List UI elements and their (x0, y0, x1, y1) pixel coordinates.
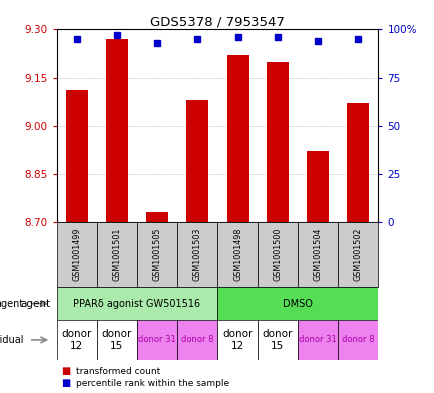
Bar (338, 222, 378, 287)
Bar (137, 222, 177, 287)
Bar (306, 151, 329, 222)
Text: donor 8: donor 8 (341, 336, 374, 344)
Text: donor
15: donor 15 (102, 329, 132, 351)
Bar (177, 320, 217, 360)
Bar (257, 320, 297, 360)
Bar (226, 55, 248, 222)
Text: transformed count: transformed count (76, 367, 160, 376)
Text: percentile rank within the sample: percentile rank within the sample (76, 379, 229, 387)
Text: DMSO: DMSO (283, 299, 312, 309)
Bar (338, 320, 378, 360)
Bar (66, 90, 88, 222)
Text: GSM1001498: GSM1001498 (233, 228, 242, 281)
Bar (96, 222, 137, 287)
Bar (217, 222, 257, 287)
Text: donor
12: donor 12 (61, 329, 92, 351)
Text: GSM1001499: GSM1001499 (72, 228, 81, 281)
Bar (257, 222, 297, 287)
Text: donor 8: donor 8 (181, 336, 213, 344)
Text: donor 31: donor 31 (138, 336, 176, 344)
Text: individual: individual (0, 335, 23, 345)
Text: donor
12: donor 12 (222, 329, 252, 351)
Title: GDS5378 / 7953547: GDS5378 / 7953547 (150, 15, 284, 28)
Text: GSM1001502: GSM1001502 (353, 228, 362, 281)
Bar (105, 39, 128, 222)
Bar (266, 62, 288, 222)
Text: PPARδ agonist GW501516: PPARδ agonist GW501516 (73, 299, 200, 309)
Text: ■: ■ (61, 366, 70, 376)
Text: donor 31: donor 31 (299, 336, 336, 344)
Text: GSM1001503: GSM1001503 (192, 228, 201, 281)
Bar (177, 222, 217, 287)
Text: GSM1001504: GSM1001504 (313, 228, 322, 281)
Text: agent: agent (20, 299, 50, 309)
Bar (297, 320, 338, 360)
Bar (96, 320, 137, 360)
Bar (217, 320, 257, 360)
Text: agent: agent (0, 299, 23, 309)
Text: GSM1001501: GSM1001501 (112, 228, 121, 281)
Bar (137, 320, 177, 360)
Bar (346, 103, 368, 222)
Text: GSM1001505: GSM1001505 (152, 228, 161, 281)
Text: GSM1001500: GSM1001500 (273, 228, 282, 281)
Bar (186, 100, 208, 222)
Bar (56, 222, 97, 287)
Text: donor
15: donor 15 (262, 329, 293, 351)
Bar (297, 222, 338, 287)
Text: ■: ■ (61, 378, 70, 388)
Bar (146, 212, 168, 222)
Bar (217, 287, 378, 320)
Bar (56, 320, 97, 360)
Bar (56, 287, 217, 320)
